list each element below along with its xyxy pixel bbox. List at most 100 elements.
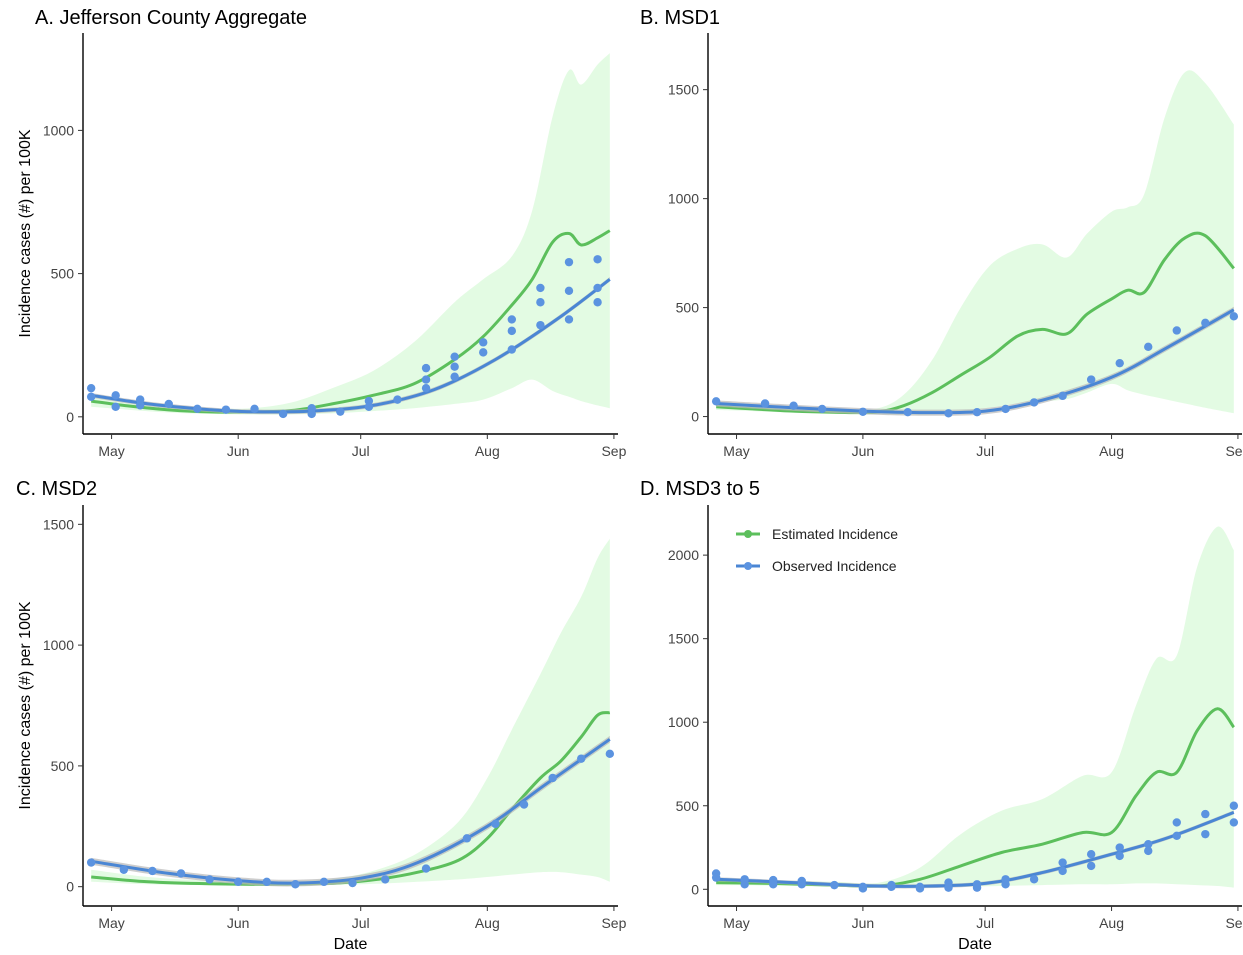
- legend-observed-marker: [744, 562, 752, 570]
- x-tick-label: Jul: [976, 443, 994, 459]
- observed-point: [148, 866, 157, 876]
- observed-point: [1029, 398, 1039, 407]
- observed-point: [605, 749, 615, 759]
- observed-point: [250, 404, 259, 413]
- observed-point: [593, 255, 602, 264]
- observed-point: [1058, 858, 1067, 867]
- y-tick-label: 500: [676, 300, 700, 316]
- observed-point: [364, 402, 374, 411]
- x-tick-label: Aug: [475, 443, 500, 459]
- observed-point: [903, 408, 912, 417]
- estimated-uncertainty-band: [91, 53, 610, 415]
- observed-point: [1229, 818, 1239, 827]
- observed-point: [593, 283, 602, 293]
- observed-point: [348, 878, 357, 888]
- observed-point: [972, 883, 982, 892]
- observed-point: [507, 315, 517, 324]
- observed-point: [450, 372, 459, 381]
- observed-incidence-line: [716, 308, 1235, 415]
- observed-point: [760, 399, 770, 408]
- x-axis-title: Date: [958, 936, 992, 953]
- y-tick-label: 0: [66, 409, 74, 425]
- y-tick-label: 1500: [668, 82, 699, 98]
- y-axis-title: Incidence cases (#) per 100K: [17, 129, 34, 337]
- observed-point: [858, 407, 868, 416]
- observed-point: [887, 882, 896, 891]
- observed-point: [421, 864, 431, 873]
- observed-point: [944, 409, 953, 418]
- observed-point: [291, 880, 300, 889]
- observed-point: [262, 877, 271, 887]
- observed-point: [507, 345, 517, 354]
- observed-point: [972, 408, 982, 417]
- observed-point: [1001, 880, 1010, 889]
- observed-point: [536, 320, 545, 330]
- observed-point: [479, 348, 488, 357]
- observed-point: [564, 286, 574, 295]
- observed-point: [1115, 843, 1124, 852]
- observed-point: [1172, 831, 1181, 841]
- y-tick-label: 1500: [668, 631, 699, 647]
- x-tick-label: Aug: [1099, 915, 1124, 931]
- observed-point: [421, 383, 431, 393]
- observed-point: [1172, 818, 1181, 827]
- observed-point: [450, 352, 459, 361]
- observed-point: [536, 298, 545, 307]
- y-tick-label: 1500: [43, 516, 74, 532]
- observed-point: [205, 875, 214, 884]
- estimated-incidence-line: [91, 711, 611, 886]
- observed-incidence-line: [716, 811, 1235, 888]
- y-tick-label: 0: [691, 881, 699, 897]
- y-tick-label: 1000: [668, 714, 699, 730]
- observed-point: [1229, 312, 1239, 321]
- observed-point: [711, 873, 721, 882]
- estimated-uncertainty-band: [716, 70, 1234, 415]
- x-tick-label: May: [98, 915, 124, 931]
- observed-point: [381, 875, 390, 884]
- observed-point: [233, 877, 243, 887]
- x-tick-label: Aug: [1099, 443, 1124, 459]
- observed-point: [1201, 318, 1210, 328]
- panel-title: B. MSD1: [640, 7, 720, 29]
- observed-point: [221, 405, 231, 414]
- y-tick-label: 1000: [43, 637, 74, 653]
- observed-point: [393, 395, 402, 404]
- observed-point: [1144, 846, 1153, 856]
- observed-point: [135, 401, 145, 410]
- x-tick-label: May: [723, 915, 749, 931]
- observed-point: [421, 375, 431, 384]
- y-tick-label: 0: [66, 879, 74, 895]
- observed-point: [1201, 809, 1210, 819]
- estimated-uncertainty-band: [716, 526, 1234, 888]
- observed-point: [944, 883, 953, 892]
- observed-point: [193, 404, 202, 413]
- x-tick-label: Jul: [352, 443, 370, 459]
- observed-point: [711, 397, 721, 406]
- observed-point: [789, 401, 798, 410]
- observed-point: [86, 858, 96, 867]
- x-axis-title: Date: [334, 936, 368, 953]
- observed-point: [519, 800, 529, 809]
- y-tick-label: 0: [691, 409, 699, 425]
- estimated-incidence-line: [91, 229, 611, 414]
- x-tick-label: Sep: [1225, 443, 1243, 459]
- observed-point: [86, 383, 96, 393]
- observed-point: [740, 880, 749, 889]
- observed-point: [176, 869, 186, 878]
- observed-point: [164, 399, 173, 409]
- x-tick-label: May: [723, 443, 749, 459]
- x-tick-label: May: [98, 443, 124, 459]
- observed-point: [1058, 391, 1067, 401]
- x-tick-label: Aug: [475, 915, 500, 931]
- legend-estimated-label: Estimated Incidence: [772, 526, 898, 542]
- panel-title: A. Jefferson County Aggregate: [35, 7, 307, 29]
- observed-point: [1058, 866, 1067, 876]
- y-tick-label: 500: [51, 758, 75, 774]
- panel-b: B. MSD1 0 500 1000 1500 May Jun Jul Aug Sep: [640, 7, 1243, 459]
- y-tick-label: 2000: [668, 547, 699, 563]
- observed-point: [1086, 861, 1096, 871]
- observed-point: [462, 834, 472, 843]
- x-tick-label: Jul: [976, 915, 994, 931]
- y-tick-label: 1000: [43, 122, 74, 138]
- observed-point: [1144, 342, 1153, 352]
